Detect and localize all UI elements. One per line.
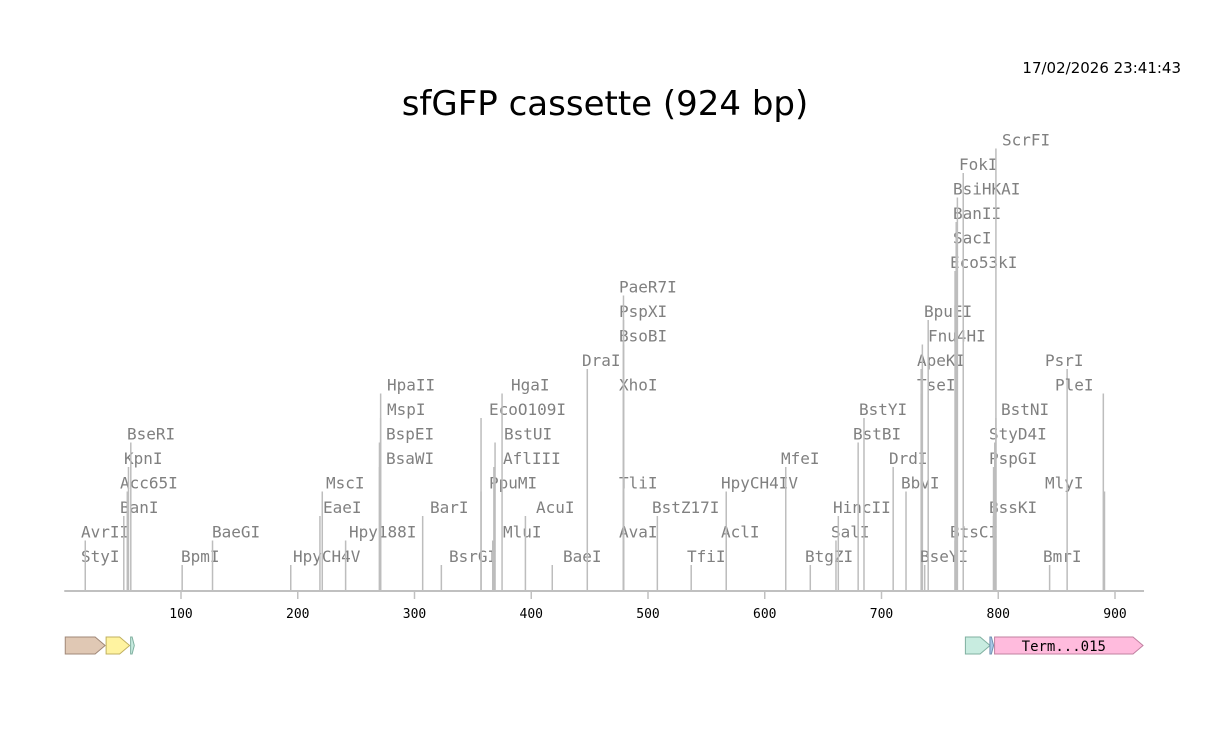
feature-arrow[interactable] <box>994 636 1144 655</box>
axis-tick-label: 800 <box>987 607 1010 622</box>
enzyme-label-paer7i[interactable]: PaeR7I <box>619 278 677 297</box>
feature-arrow[interactable] <box>130 636 135 655</box>
enzyme-label-btsci[interactable]: BtsCI <box>950 523 998 542</box>
enzyme-label-bseyi[interactable]: BseYI <box>920 547 968 566</box>
enzyme-label-tfii[interactable]: TfiI <box>687 547 726 566</box>
enzyme-label-drai[interactable]: DraI <box>582 351 621 370</box>
feature-arrow[interactable] <box>989 636 995 655</box>
enzyme-label-hpych4iv[interactable]: HpyCH4IV <box>721 474 798 493</box>
enzyme-label-apeki[interactable]: ApeKI <box>917 351 965 370</box>
feature-arrow[interactable] <box>64 636 106 655</box>
enzyme-label-pspgi[interactable]: PspGI <box>989 449 1037 468</box>
timestamp: 17/02/2026 23:41:43 <box>1022 59 1181 77</box>
feature-arrow[interactable] <box>964 636 991 655</box>
enzyme-label-baegi[interactable]: BaeGI <box>212 523 260 542</box>
enzyme-label-bstni[interactable]: BstNI <box>1001 400 1049 419</box>
enzyme-label-saci[interactable]: SacI <box>953 229 992 248</box>
enzyme-label-bari[interactable]: BarI <box>430 498 469 517</box>
enzyme-label-bpuei[interactable]: BpuEI <box>924 302 972 321</box>
axis-tick-label: 900 <box>1103 607 1126 622</box>
enzyme-label-bsihkai[interactable]: BsiHKAI <box>953 180 1020 199</box>
enzyme-label-bsrgi[interactable]: BsrGI <box>449 547 497 566</box>
enzyme-label-styi[interactable]: StyI <box>81 547 120 566</box>
feature-arrow[interactable] <box>105 636 131 655</box>
enzyme-label-avai[interactable]: AvaI <box>619 523 658 542</box>
enzyme-label-bstbi[interactable]: BstBI <box>853 425 901 444</box>
enzyme-label-mlyi[interactable]: MlyI <box>1045 474 1084 493</box>
axis-tick-label: 300 <box>403 607 426 622</box>
enzyme-label-hpaii[interactable]: HpaII <box>387 376 435 395</box>
enzyme-label-eaei[interactable]: EaeI <box>323 498 362 517</box>
enzyme-label-drdi[interactable]: DrdI <box>889 449 928 468</box>
enzyme-label-plei[interactable]: PleI <box>1055 376 1094 395</box>
enzyme-label-bbvi[interactable]: BbvI <box>901 474 940 493</box>
enzyme-label-mfei[interactable]: MfeI <box>781 449 820 468</box>
enzyme-label-avrii[interactable]: AvrII <box>81 523 129 542</box>
enzyme-label-bstyi[interactable]: BstYI <box>859 400 907 419</box>
enzyme-label-acc65i[interactable]: Acc65I <box>120 474 178 493</box>
enzyme-label-bsawi[interactable]: BsaWI <box>386 449 434 468</box>
enzyme-label-xhoi[interactable]: XhoI <box>619 376 658 395</box>
enzyme-label-baei[interactable]: BaeI <box>563 547 602 566</box>
enzyme-label-tlii[interactable]: TliI <box>619 474 658 493</box>
enzyme-label-hpych4v[interactable]: HpyCH4V <box>293 547 361 566</box>
enzyme-label-eco53ki[interactable]: Eco53kI <box>950 253 1017 272</box>
enzyme-label-ppumi[interactable]: PpuMI <box>489 474 537 493</box>
enzyme-label-styd4i[interactable]: StyD4I <box>989 425 1047 444</box>
enzyme-label-mlui[interactable]: MluI <box>503 523 542 542</box>
enzyme-label-acli[interactable]: AclI <box>721 523 760 542</box>
enzyme-label-hgai[interactable]: HgaI <box>511 376 550 395</box>
enzyme-label-kpni[interactable]: KpnI <box>124 449 163 468</box>
enzyme-label-bsski[interactable]: BssKI <box>989 498 1037 517</box>
enzyme-label-acui[interactable]: AcuI <box>536 498 575 517</box>
enzyme-label-scrfi[interactable]: ScrFI <box>1002 131 1050 150</box>
enzyme-label-btgzi[interactable]: BtgZI <box>805 547 853 566</box>
axis-tick-label: 700 <box>870 607 893 622</box>
enzyme-label-afliii[interactable]: AflIII <box>503 449 561 468</box>
axis-tick-label: 200 <box>286 607 309 622</box>
enzyme-label-bstz17i[interactable]: BstZ17I <box>652 498 719 517</box>
feature-label: Term...015 <box>1022 639 1106 655</box>
enzyme-label-mspi[interactable]: MspI <box>387 400 426 419</box>
enzyme-label-banii[interactable]: BanII <box>953 204 1001 223</box>
enzyme-label-hincii[interactable]: HincII <box>833 498 891 517</box>
enzyme-label-pspxi[interactable]: PspXI <box>619 302 667 321</box>
map-title: sfGFP cassette (924 bp) <box>401 84 809 124</box>
enzyme-label-bmri[interactable]: BmrI <box>1043 547 1082 566</box>
axis-tick-label: 500 <box>636 607 659 622</box>
axis-tick-label: 100 <box>169 607 192 622</box>
axis-tick-label: 400 <box>520 607 543 622</box>
enzyme-label-hpy188i[interactable]: Hpy188I <box>349 523 416 542</box>
enzyme-label-msci[interactable]: MscI <box>326 474 365 493</box>
enzyme-label-psri[interactable]: PsrI <box>1045 351 1084 370</box>
enzyme-label-ecoo109i[interactable]: EcoO109I <box>489 400 566 419</box>
enzyme-label-tsei[interactable]: TseI <box>917 376 956 395</box>
enzyme-label-bstui[interactable]: BstUI <box>504 425 552 444</box>
enzyme-label-bspei[interactable]: BspEI <box>386 425 434 444</box>
enzyme-label-bpmi[interactable]: BpmI <box>181 547 220 566</box>
axis-tick-label: 600 <box>753 607 776 622</box>
enzyme-label-bsobi[interactable]: BsoBI <box>619 327 667 346</box>
enzyme-label-foki[interactable]: FokI <box>959 155 998 174</box>
enzyme-label-sali[interactable]: SalI <box>831 523 870 542</box>
enzyme-label-bani[interactable]: BanI <box>120 498 159 517</box>
enzyme-label-bseri[interactable]: BseRI <box>127 425 175 444</box>
